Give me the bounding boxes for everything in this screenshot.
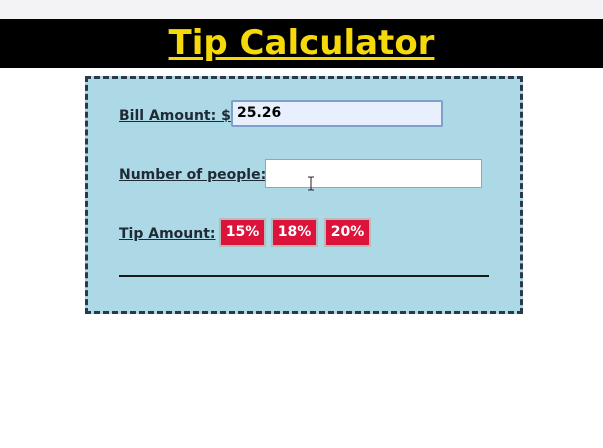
header-bar: Tip Calculator — [0, 19, 603, 68]
tip-15-button[interactable]: 15% — [219, 218, 266, 247]
number-of-people-input[interactable] — [265, 159, 482, 188]
bill-amount-input[interactable]: 25.26 — [231, 100, 443, 127]
tip-amount-label: Tip Amount: — [119, 226, 216, 242]
result-divider — [119, 275, 489, 277]
tip-18-button[interactable]: 18% — [271, 218, 318, 247]
tip-20-button[interactable]: 20% — [324, 218, 371, 247]
text-cursor-icon — [308, 176, 314, 191]
page-title: Tip Calculator — [168, 23, 435, 63]
calculator-panel: Bill Amount: $ 25.26 Number of people: T… — [85, 76, 523, 314]
bill-amount-label: Bill Amount: $ — [119, 108, 231, 124]
browser-top-strip — [0, 0, 603, 19]
number-of-people-label: Number of people: — [119, 167, 267, 183]
